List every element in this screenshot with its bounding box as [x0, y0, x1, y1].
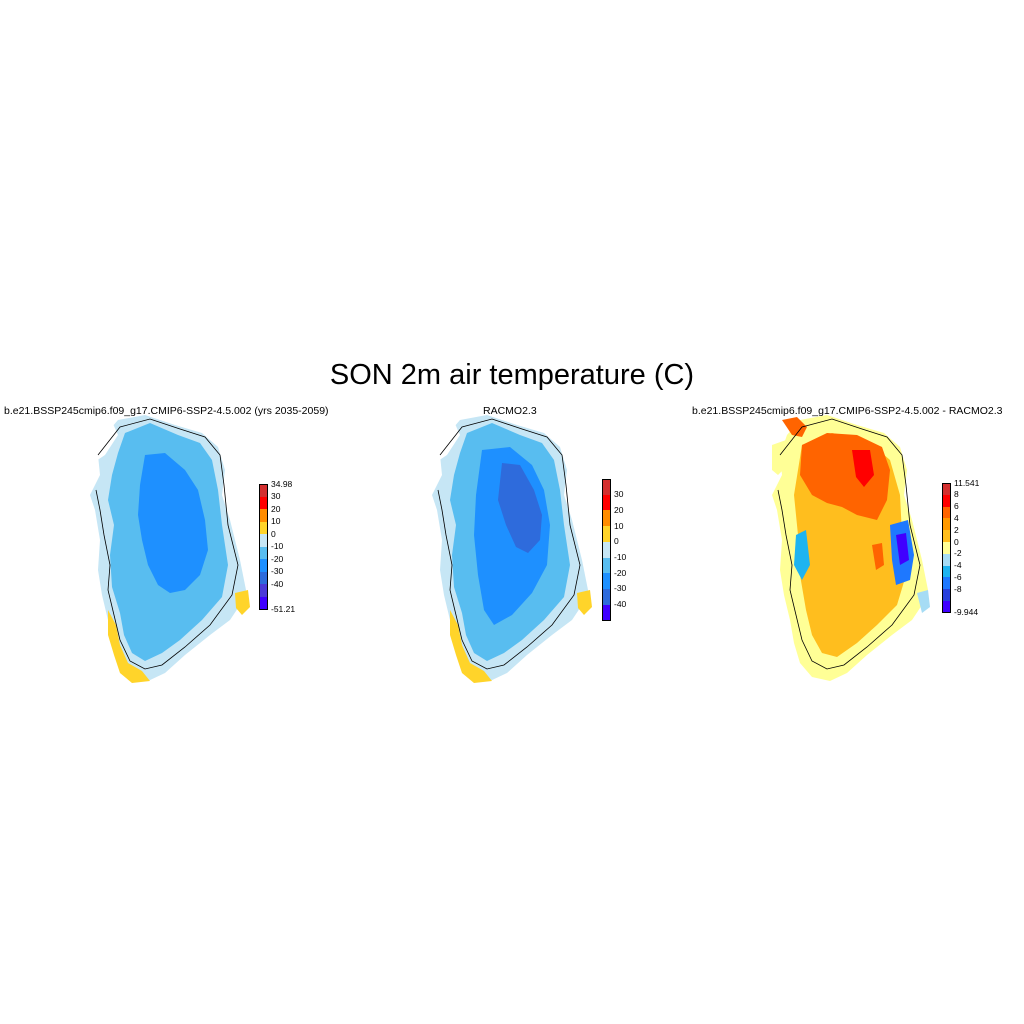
colorbar-tick-label: -10 [614, 552, 627, 562]
colorbar-swatch [942, 565, 951, 578]
colorbar-tick-label: 0 [271, 528, 276, 539]
colorbar-swatch [259, 596, 268, 610]
figure-title: SON 2m air temperature (C) [329, 359, 695, 391]
colorbar-tick-label: -4 [954, 560, 962, 571]
colorbar-swatch [942, 483, 951, 496]
panel-2-map [432, 415, 592, 683]
colorbar-tick-label: 20 [614, 504, 624, 515]
colorbar-swatch [259, 559, 268, 572]
colorbar-tick-label: 2 [954, 524, 959, 535]
colorbar-swatch [602, 526, 611, 543]
colorbar-swatch [942, 494, 951, 508]
colorbar-swatch [259, 521, 268, 535]
colorbar-tick-label: 34.98 [271, 478, 293, 489]
panel-1-map [90, 415, 250, 683]
colorbar-tick-label: 10 [271, 516, 281, 526]
colorbar-tick-label: -30 [614, 583, 627, 594]
colorbar-tick-label: 8 [954, 489, 959, 500]
colorbar-swatch [259, 484, 268, 497]
colorbar-tick-label: -20 [271, 553, 284, 564]
panel-1-title: b.e21.BSSP245cmip6.f09_g17.CMIP6-SSP2-4.… [4, 405, 329, 417]
colorbar-tick-label: -40 [271, 578, 284, 589]
colorbar-tick-label: -20 [614, 567, 627, 578]
colorbar-swatch [942, 518, 951, 531]
colorbar-swatch [259, 571, 268, 585]
colorbar-swatch [602, 588, 611, 606]
colorbar-tick-label: -30 [271, 566, 284, 576]
colorbar-swatch [259, 509, 268, 522]
colorbar-tick-label: 10 [614, 520, 624, 531]
colorbar-swatch [602, 541, 611, 558]
colorbar-tick-label: 30 [271, 491, 281, 501]
colorbar-swatch [942, 542, 951, 555]
colorbar-tick-label: -51.21 [271, 603, 296, 614]
colorbar-tick-label: -40 [614, 599, 627, 610]
colorbar-swatch [602, 494, 611, 511]
colorbar-tick-label: -8 [954, 583, 962, 594]
colorbar-tick-label: 20 [271, 503, 281, 514]
colorbar-swatch [942, 530, 951, 543]
colorbar-swatch [942, 506, 951, 519]
colorbar-swatch [259, 546, 268, 560]
colorbar-swatch [602, 479, 611, 496]
colorbar-tick-label: -10 [271, 541, 284, 551]
panel-2-title: RACMO2.3 [483, 405, 537, 417]
colorbar-swatch [942, 553, 951, 567]
colorbar-tick-label: 30 [614, 489, 624, 500]
colorbar-tick-label: 0 [614, 536, 619, 547]
panel-3-map [772, 415, 930, 681]
colorbar-swatch [259, 584, 268, 597]
colorbar-tick-label: 11.541 [954, 477, 980, 488]
colorbar-swatch [942, 601, 951, 614]
colorbar-tick-label: 4 [954, 512, 959, 523]
colorbar-tick-label: -2 [954, 548, 962, 559]
colorbar-swatch [942, 577, 951, 590]
colorbar-swatch [602, 510, 611, 527]
colorbar-tick-label: 6 [954, 501, 959, 512]
colorbar-tick-label: -9.944 [954, 607, 979, 618]
colorbar-tick-label: -6 [954, 571, 962, 582]
panel-3-title: b.e21.BSSP245cmip6.f09_g17.CMIP6-SSP2-4.… [692, 405, 1003, 417]
colorbar-swatch [602, 573, 611, 590]
colorbar-swatch [602, 557, 611, 574]
colorbar-swatch [259, 496, 268, 510]
colorbar-swatch [602, 604, 611, 621]
colorbar-swatch [942, 589, 951, 602]
colorbar-tick-label: 0 [954, 536, 959, 547]
colorbar-swatch [259, 534, 268, 547]
